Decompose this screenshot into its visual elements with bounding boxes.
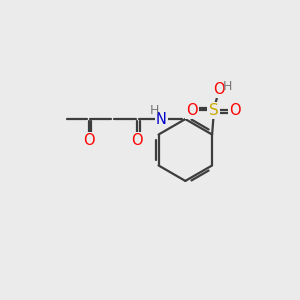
Text: O: O <box>213 82 225 97</box>
Text: S: S <box>209 103 218 118</box>
Text: O: O <box>83 133 94 148</box>
Text: O: O <box>131 133 143 148</box>
Text: H: H <box>223 80 232 93</box>
Text: N: N <box>156 112 167 127</box>
Text: O: O <box>187 103 198 118</box>
Text: O: O <box>229 103 241 118</box>
Text: H: H <box>150 104 159 117</box>
